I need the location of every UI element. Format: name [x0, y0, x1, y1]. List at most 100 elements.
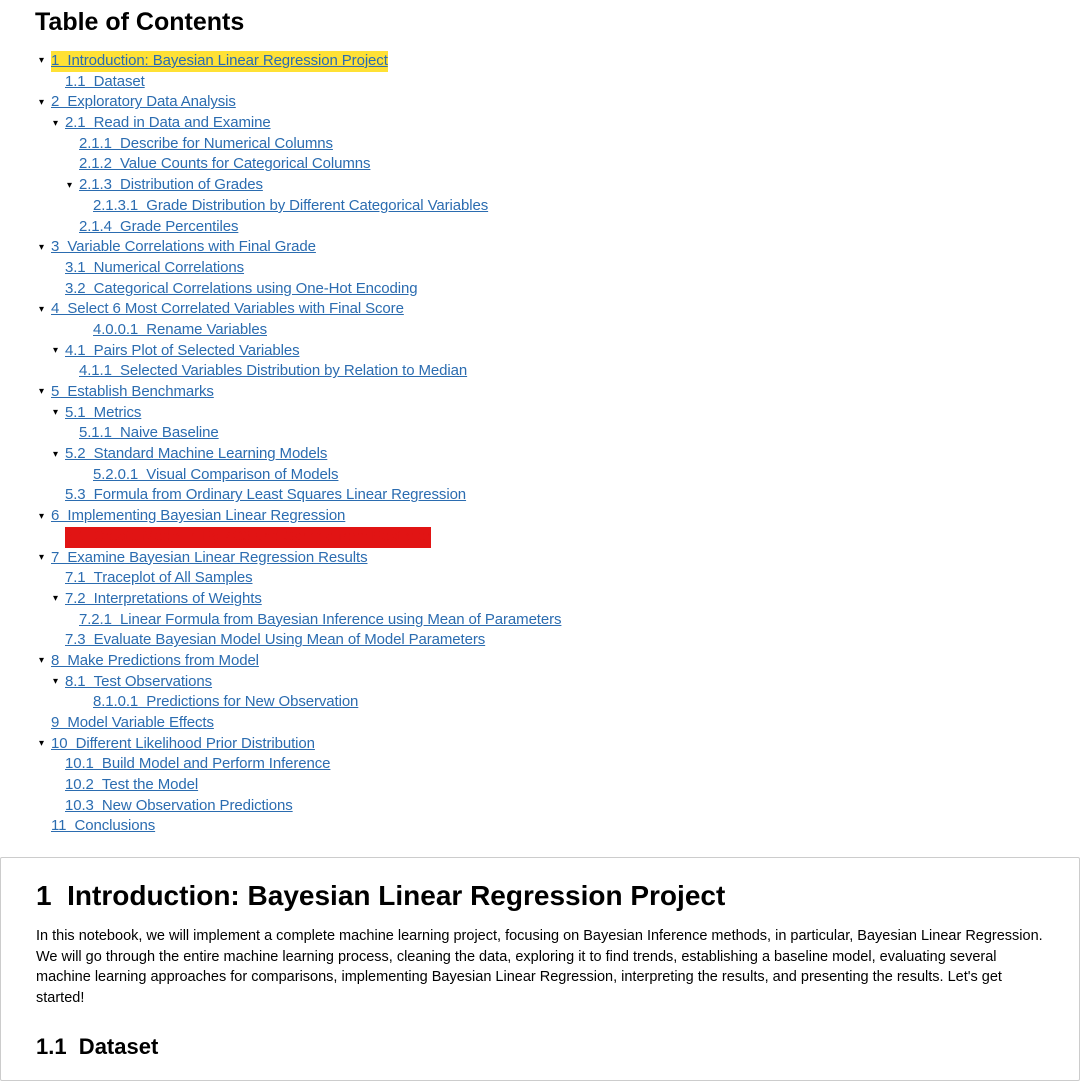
toc-row: 7.1 Traceplot of All Samples [53, 568, 1080, 589]
toc-row: 4.0.0.1 Rename Variables [81, 320, 1080, 341]
toc-link[interactable]: 3.1 Numerical Correlations [65, 258, 244, 279]
toc-row: 10.3 New Observation Predictions [53, 796, 1080, 817]
toc-link[interactable]: 1 Introduction: Bayesian Linear Regressi… [51, 51, 388, 72]
toc-link[interactable]: 6.1 Create Model in PyMC3 and Sample fro… [65, 527, 431, 548]
toc-item: 7.3 Evaluate Bayesian Model Using Mean o… [35, 630, 1080, 651]
caret-down-icon[interactable]: ▾ [53, 117, 63, 131]
toc-row: ▾3 Variable Correlations with Final Grad… [39, 237, 1080, 258]
caret-down-icon[interactable]: ▾ [53, 592, 63, 606]
toc-row: 10.1 Build Model and Perform Inference [53, 754, 1080, 775]
toc-item: 3.1 Numerical Correlations [35, 258, 1080, 279]
toc-title: Table of Contents [35, 8, 1080, 37]
toc-link[interactable]: 3.2 Categorical Correlations using One-H… [65, 279, 418, 300]
toc-item: ▾5 Establish Benchmarks [35, 382, 1080, 403]
toc-link[interactable]: 10.3 New Observation Predictions [65, 796, 293, 817]
toc-link[interactable]: 8.1.0.1 Predictions for New Observation [93, 692, 358, 713]
caret-down-icon[interactable]: ▾ [39, 654, 49, 668]
toc-row: 2.1.2 Value Counts for Categorical Colum… [67, 154, 1080, 175]
toc-row: 7.2.1 Linear Formula from Bayesian Infer… [67, 610, 1080, 631]
toc-item: ▾7.2 Interpretations of Weights [35, 589, 1080, 610]
toc-link[interactable]: 5.1 Metrics [65, 403, 141, 424]
toc-link[interactable]: 10.2 Test the Model [65, 775, 198, 796]
toc-link[interactable]: 5.1.1 Naive Baseline [79, 423, 219, 444]
toc-link[interactable]: 2.1.3 Distribution of Grades [79, 175, 263, 196]
toc-link[interactable]: 4.0.0.1 Rename Variables [93, 320, 267, 341]
toc-row: ▾6 Implementing Bayesian Linear Regressi… [39, 506, 1080, 527]
toc-link[interactable]: 6 Implementing Bayesian Linear Regressio… [51, 506, 345, 527]
toc-link[interactable]: 10.1 Build Model and Perform Inference [65, 754, 330, 775]
toc-link[interactable]: 7.2 Interpretations of Weights [65, 589, 262, 610]
toc-link[interactable]: 9 Model Variable Effects [51, 713, 214, 734]
toc-link[interactable]: 5.3 Formula from Ordinary Least Squares … [65, 485, 466, 506]
caret-down-icon[interactable]: ▾ [39, 385, 49, 399]
toc-item: 10.3 New Observation Predictions [35, 796, 1080, 817]
toc-link[interactable]: 8 Make Predictions from Model [51, 651, 259, 672]
toc-row: ▾4 Select 6 Most Correlated Variables wi… [39, 299, 1080, 320]
toc-item: 4.1.1 Selected Variables Distribution by… [35, 361, 1080, 382]
toc-row: ▾4.1 Pairs Plot of Selected Variables [53, 341, 1080, 362]
toc-link[interactable]: 2.1 Read in Data and Examine [65, 113, 271, 134]
toc-container: Table of Contents ▾1 Introduction: Bayes… [0, 0, 1080, 857]
toc-item: 5.1.1 Naive Baseline [35, 423, 1080, 444]
caret-down-icon[interactable]: ▾ [39, 96, 49, 110]
toc-item: 3.2 Categorical Correlations using One-H… [35, 279, 1080, 300]
toc-link[interactable]: 2.1.3.1 Grade Distribution by Different … [93, 196, 488, 217]
toc-row: 2.1.3.1 Grade Distribution by Different … [81, 196, 1080, 217]
caret-down-icon[interactable]: ▾ [39, 510, 49, 524]
toc-item: 6.1 Create Model in PyMC3 and Sample fro… [35, 527, 1080, 548]
toc-list: ▾1 Introduction: Bayesian Linear Regress… [35, 51, 1080, 837]
toc-item: ▾6 Implementing Bayesian Linear Regressi… [35, 506, 1080, 527]
toc-link[interactable]: 8.1 Test Observations [65, 672, 212, 693]
toc-row: 2.1.4 Grade Percentiles [67, 217, 1080, 238]
toc-item: 2.1.1 Describe for Numerical Columns [35, 134, 1080, 155]
toc-link[interactable]: 4 Select 6 Most Correlated Variables wit… [51, 299, 404, 320]
toc-link[interactable]: 4.1.1 Selected Variables Distribution by… [79, 361, 467, 382]
caret-down-icon[interactable]: ▾ [39, 241, 49, 255]
toc-link[interactable]: 2 Exploratory Data Analysis [51, 92, 236, 113]
caret-down-icon[interactable]: ▾ [53, 675, 63, 689]
toc-link[interactable]: 7.1 Traceplot of All Samples [65, 568, 252, 589]
toc-link[interactable]: 2.1.1 Describe for Numerical Columns [79, 134, 333, 155]
toc-link[interactable]: 2.1.2 Value Counts for Categorical Colum… [79, 154, 370, 175]
toc-item: ▾8.1 Test Observations [35, 672, 1080, 693]
toc-link[interactable]: 7.3 Evaluate Bayesian Model Using Mean o… [65, 630, 485, 651]
toc-item: 2.1.2 Value Counts for Categorical Colum… [35, 154, 1080, 175]
toc-row: ▾2 Exploratory Data Analysis [39, 92, 1080, 113]
caret-down-icon[interactable]: ▾ [53, 406, 63, 420]
toc-link[interactable]: 3 Variable Correlations with Final Grade [51, 237, 316, 258]
toc-item: 8.1.0.1 Predictions for New Observation [35, 692, 1080, 713]
toc-row: ▾5.2 Standard Machine Learning Models [53, 444, 1080, 465]
toc-row: ▾5.1 Metrics [53, 403, 1080, 424]
caret-down-icon[interactable]: ▾ [39, 303, 49, 317]
toc-item: ▾4 Select 6 Most Correlated Variables wi… [35, 299, 1080, 320]
toc-row: 4.1.1 Selected Variables Distribution by… [67, 361, 1080, 382]
section-heading: 1 Introduction: Bayesian Linear Regressi… [36, 880, 1044, 912]
toc-row: 3.2 Categorical Correlations using One-H… [53, 279, 1080, 300]
toc-link[interactable]: 4.1 Pairs Plot of Selected Variables [65, 341, 299, 362]
toc-link[interactable]: 5 Establish Benchmarks [51, 382, 214, 403]
caret-down-icon[interactable]: ▾ [53, 448, 63, 462]
toc-link[interactable]: 1.1 Dataset [65, 72, 145, 93]
toc-row: 6.1 Create Model in PyMC3 and Sample fro… [53, 527, 1080, 548]
caret-down-icon[interactable]: ▾ [39, 551, 49, 565]
toc-link[interactable]: 2.1.4 Grade Percentiles [79, 217, 238, 238]
toc-item: ▾5.1 Metrics [35, 403, 1080, 424]
subsection-heading: 1.1 Dataset [36, 1034, 1044, 1060]
toc-link[interactable]: 5.2 Standard Machine Learning Models [65, 444, 327, 465]
toc-link[interactable]: 10 Different Likelihood Prior Distributi… [51, 734, 315, 755]
toc-row: ▾2.1 Read in Data and Examine [53, 113, 1080, 134]
toc-row: 3.1 Numerical Correlations [53, 258, 1080, 279]
caret-down-icon[interactable]: ▾ [39, 737, 49, 751]
toc-item: 2.1.4 Grade Percentiles [35, 217, 1080, 238]
toc-link[interactable]: 7 Examine Bayesian Linear Regression Res… [51, 548, 368, 569]
toc-link[interactable]: 5.2.0.1 Visual Comparison of Models [93, 465, 338, 486]
toc-item: 1.1 Dataset [35, 72, 1080, 93]
toc-item: 7.2.1 Linear Formula from Bayesian Infer… [35, 610, 1080, 631]
caret-down-icon[interactable]: ▾ [39, 54, 49, 68]
toc-item: ▾5.2 Standard Machine Learning Models [35, 444, 1080, 465]
toc-link[interactable]: 7.2.1 Linear Formula from Bayesian Infer… [79, 610, 561, 631]
caret-down-icon[interactable]: ▾ [67, 179, 77, 193]
toc-item: 7.1 Traceplot of All Samples [35, 568, 1080, 589]
toc-link[interactable]: 11 Conclusions [51, 816, 155, 837]
caret-down-icon[interactable]: ▾ [53, 344, 63, 358]
